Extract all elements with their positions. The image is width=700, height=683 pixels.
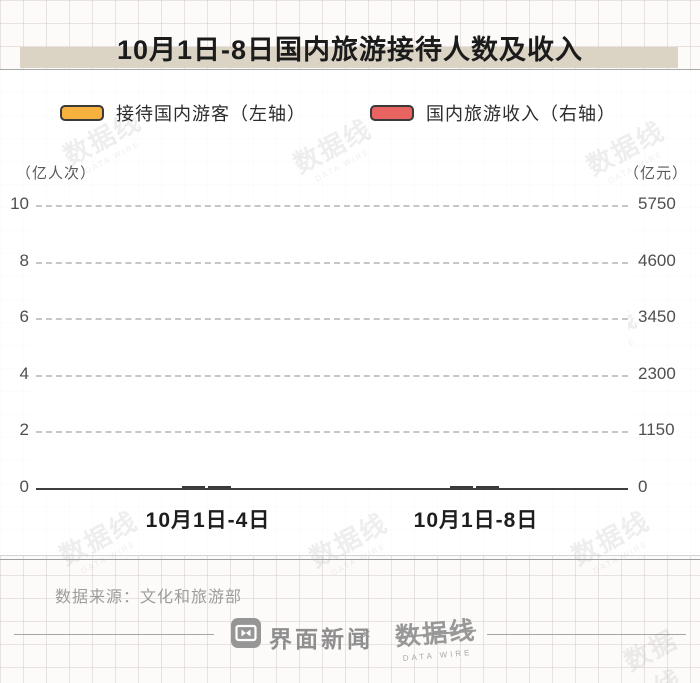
bar-group-oct1-4 — [182, 486, 231, 488]
jiemian-news-icon — [231, 618, 261, 648]
datawire-logo: 数据线 DATA WIRE — [386, 610, 486, 664]
gridline — [36, 261, 628, 264]
legend-item-guests: 接待国内游客（左轴） — [60, 100, 306, 126]
category-label-oct1-4: 10月1日-4日 — [145, 509, 271, 532]
bar-guests-oct1-4 — [182, 486, 205, 488]
right-tick: 2300 — [638, 363, 676, 383]
right-tick: 5750 — [638, 194, 676, 214]
right-tick: 4600 — [638, 250, 676, 270]
left-tick: 10 — [10, 194, 29, 214]
left-tick: 4 — [19, 363, 29, 383]
title-highlight-strip — [20, 47, 678, 68]
legend-swatch-red — [370, 105, 414, 121]
data-source-text: 数据来源：文化和旅游部 — [55, 589, 243, 606]
bar-revenue-oct1-8 — [476, 486, 499, 488]
plot-area — [36, 205, 628, 490]
bar-revenue-oct1-4 — [208, 486, 231, 488]
left-axis-unit: （亿人次） — [16, 165, 97, 182]
legend-label-revenue: 国内旅游收入（右轴） — [426, 104, 616, 124]
left-tick: 0 — [19, 477, 29, 497]
left-tick: 2 — [19, 420, 29, 440]
page-title: 10月1日-8日国内旅游接待人数及收入 — [116, 35, 584, 65]
right-tick: 1150 — [638, 420, 675, 440]
right-axis-ticks: 5750 4600 3450 2300 1150 0 — [638, 194, 698, 496]
gridline — [36, 205, 628, 207]
legend-item-revenue: 国内旅游收入（右轴） — [370, 100, 616, 126]
branding-row: 界面新闻 × 数据线 DATA WIRE — [0, 616, 700, 671]
jiemian-news-logo-text: 界面新闻 — [269, 626, 373, 652]
brand-separator: × — [362, 626, 371, 643]
gridline — [36, 431, 628, 434]
brand-rule-left — [14, 634, 214, 635]
legend-label-guests: 接待国内游客（左轴） — [116, 104, 306, 124]
left-tick: 8 — [19, 250, 29, 270]
title-divider-line — [0, 69, 700, 70]
footer-divider-line — [0, 555, 700, 560]
gridline — [36, 318, 628, 321]
right-axis-unit: （亿元） — [623, 165, 688, 182]
category-label-oct1-8: 10月1日-8日 — [413, 509, 539, 532]
bar-group-oct1-8 — [450, 486, 499, 488]
gridline — [36, 374, 628, 377]
left-axis-ticks: 10 8 6 4 2 0 — [0, 194, 29, 496]
legend-swatch-yellow — [60, 105, 104, 121]
left-tick: 6 — [19, 307, 29, 327]
right-tick: 0 — [638, 477, 648, 497]
bar-guests-oct1-8 — [450, 486, 473, 488]
brand-rule-right — [487, 634, 686, 635]
right-tick: 3450 — [638, 307, 676, 327]
